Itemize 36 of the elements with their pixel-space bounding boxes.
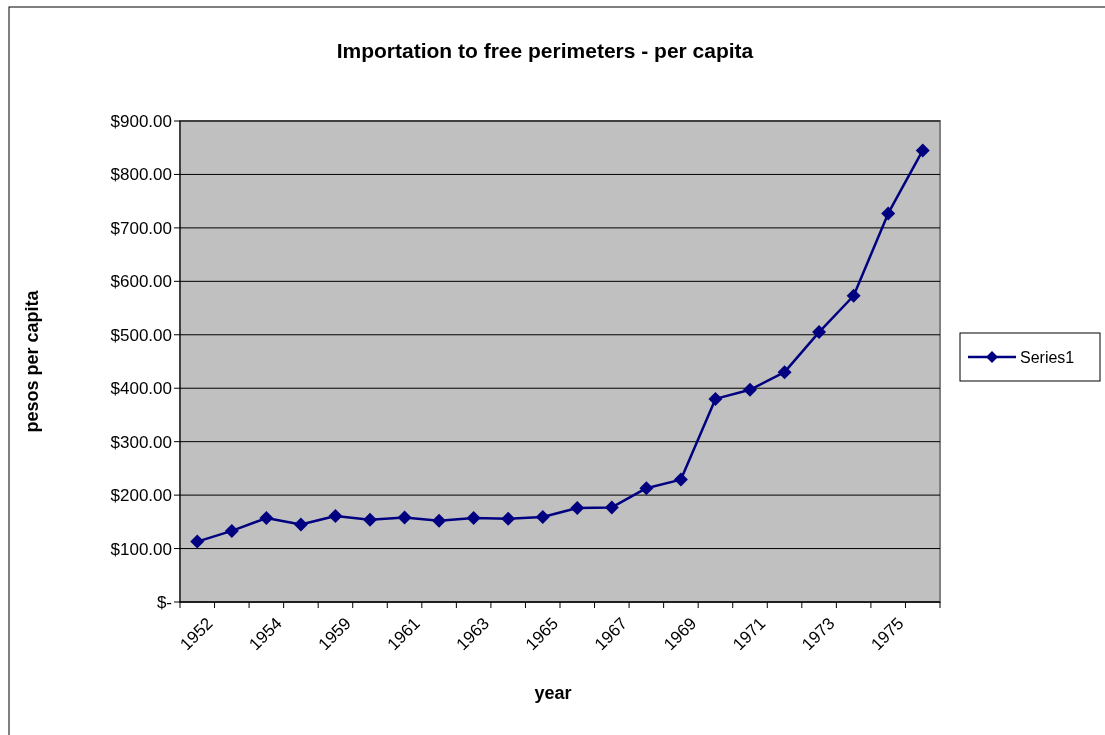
y-tick-label: $300.00 xyxy=(110,432,172,452)
point xyxy=(501,511,516,526)
y-tick-label: $100.00 xyxy=(110,539,172,559)
point xyxy=(432,513,447,528)
point xyxy=(777,365,792,380)
point xyxy=(708,391,723,406)
y-tick-label: $400.00 xyxy=(110,379,172,399)
point xyxy=(881,206,896,221)
point xyxy=(328,508,343,523)
y-axis-title: pesos per capita xyxy=(22,289,42,433)
point xyxy=(639,481,654,496)
point xyxy=(535,510,550,525)
point xyxy=(812,325,827,340)
legend-label: Series1 xyxy=(1020,349,1075,366)
point xyxy=(259,511,274,526)
y-tick-label: $700.00 xyxy=(110,218,172,238)
point xyxy=(363,512,377,527)
y-tick-label: $200.00 xyxy=(110,486,172,506)
y-tick-label: $500.00 xyxy=(110,325,172,345)
point xyxy=(224,523,239,538)
point xyxy=(915,143,930,158)
point xyxy=(673,472,688,487)
y-tick-label: $900.00 xyxy=(110,112,172,131)
point xyxy=(846,288,861,303)
point xyxy=(604,500,619,515)
y-tick-label: $800.00 xyxy=(110,165,172,185)
point xyxy=(743,382,757,397)
y-tick-label: $600.00 xyxy=(110,272,172,292)
point xyxy=(293,517,308,532)
x-axis-title: year xyxy=(534,683,572,703)
point xyxy=(397,510,412,525)
chart-title: Importation to free perimeters - per capita xyxy=(336,39,754,62)
point xyxy=(570,500,585,515)
point xyxy=(190,534,205,549)
point xyxy=(466,511,481,526)
y-tick-label: $- xyxy=(156,593,172,612)
